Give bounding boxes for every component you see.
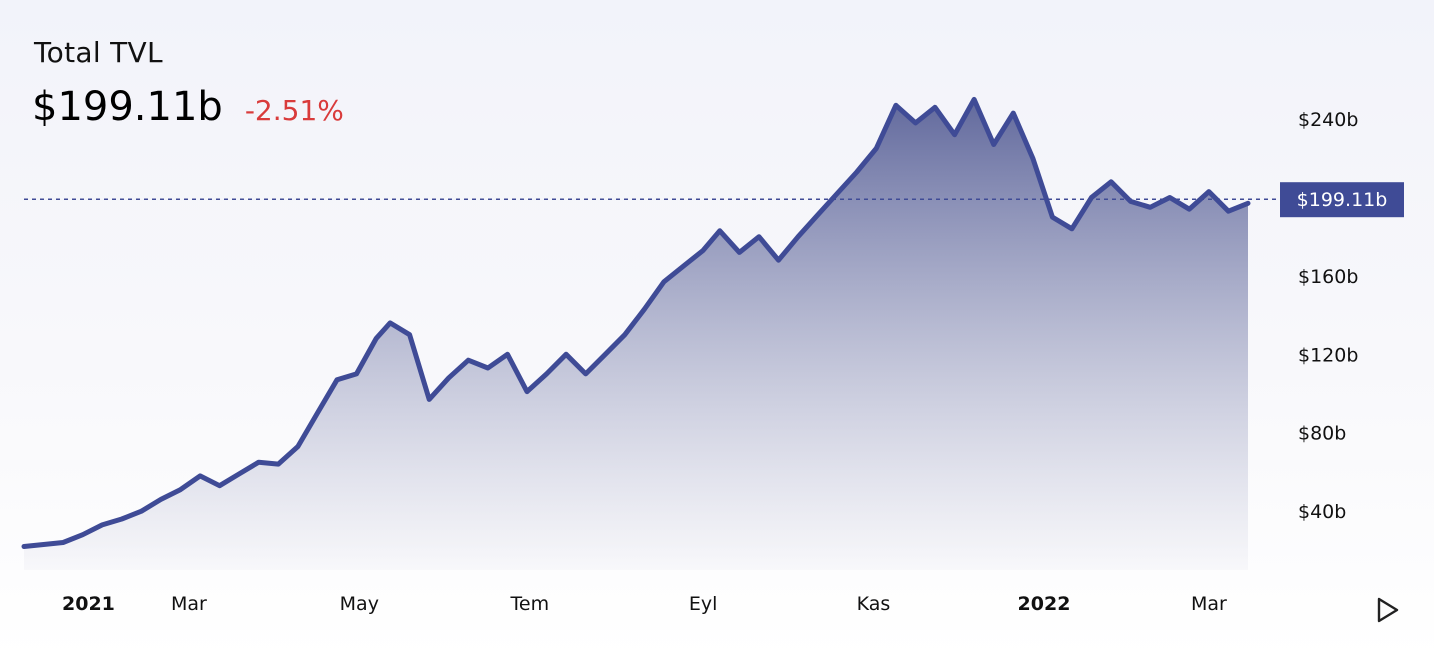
- data-point: [80, 532, 86, 538]
- data-point: [776, 257, 782, 263]
- data-point: [138, 508, 144, 514]
- data-point: [1225, 208, 1231, 214]
- data-point: [407, 332, 413, 338]
- x-tick-label: May: [340, 593, 379, 615]
- data-point: [932, 104, 938, 110]
- data-point: [446, 375, 452, 381]
- data-point: [700, 247, 706, 253]
- data-point: [834, 191, 840, 197]
- data-point: [815, 212, 821, 218]
- data-point: [583, 371, 589, 377]
- data-point: [1108, 179, 1114, 185]
- data-point: [426, 396, 432, 402]
- data-point: [622, 332, 628, 338]
- data-point: [295, 444, 301, 450]
- data-point: [256, 459, 262, 465]
- data-point: [354, 371, 360, 377]
- data-point: [1030, 155, 1036, 161]
- tvl-series-line: [21, 96, 1251, 549]
- data-point: [373, 336, 379, 342]
- data-point: [893, 102, 899, 108]
- data-point: [873, 145, 879, 151]
- data-point: [275, 461, 281, 467]
- data-point: [236, 471, 242, 477]
- data-point: [756, 234, 762, 240]
- data-point: [99, 522, 105, 528]
- play-icon[interactable]: [1372, 595, 1402, 625]
- data-point: [314, 410, 320, 416]
- data-point: [681, 263, 687, 269]
- data-point: [602, 351, 608, 357]
- data-point: [544, 371, 550, 377]
- total-tvl-value: $199.11b: [32, 84, 223, 130]
- data-point: [854, 169, 860, 175]
- x-tick-label: Eyl: [689, 593, 718, 615]
- value-row: $199.11b -2.51%: [32, 84, 344, 130]
- data-point: [387, 320, 393, 326]
- x-tick-label: 2022: [1018, 593, 1071, 615]
- data-point: [217, 483, 223, 489]
- y-tick-label: $80b: [1298, 423, 1346, 445]
- data-point: [991, 142, 997, 148]
- data-point: [563, 351, 569, 357]
- data-point: [119, 516, 125, 522]
- data-point: [736, 249, 742, 255]
- data-point: [1049, 214, 1055, 220]
- x-tick-label: Mar: [171, 593, 207, 615]
- data-point: [661, 279, 667, 285]
- data-point: [178, 487, 184, 493]
- x-tick-label: 2021: [62, 593, 115, 615]
- data-point: [41, 542, 47, 548]
- data-point: [21, 544, 27, 550]
- data-point: [1069, 226, 1075, 232]
- y-tick-label: $40b: [1298, 501, 1346, 523]
- current-value-label: $199.11b: [1297, 189, 1388, 211]
- data-point: [60, 540, 66, 546]
- tvl-change-percent: -2.51%: [244, 94, 344, 127]
- data-point: [505, 351, 511, 357]
- data-point: [952, 132, 958, 138]
- x-tick-label: Kas: [857, 593, 891, 615]
- data-point: [913, 120, 919, 126]
- data-point: [795, 234, 801, 240]
- data-point: [465, 357, 471, 363]
- data-point: [1186, 206, 1192, 212]
- data-point: [641, 306, 647, 312]
- data-point: [334, 377, 340, 383]
- x-tick-label: Tem: [510, 593, 550, 615]
- data-point: [158, 496, 164, 502]
- data-point: [1206, 189, 1212, 195]
- x-tick-label: Mar: [1191, 593, 1227, 615]
- data-point: [524, 389, 530, 395]
- data-point: [1245, 200, 1251, 206]
- chart-title: Total TVL: [34, 36, 163, 69]
- y-tick-label: $240b: [1298, 109, 1358, 131]
- data-point: [485, 365, 491, 371]
- data-point: [197, 473, 203, 479]
- tvl-area: [24, 99, 1248, 571]
- y-tick-label: $120b: [1298, 344, 1358, 366]
- data-point: [971, 96, 977, 102]
- y-tick-label: $160b: [1298, 266, 1358, 288]
- current-value-label-bg: [1280, 182, 1404, 218]
- data-point: [717, 228, 723, 234]
- data-point: [1147, 204, 1153, 210]
- data-point: [1010, 110, 1016, 116]
